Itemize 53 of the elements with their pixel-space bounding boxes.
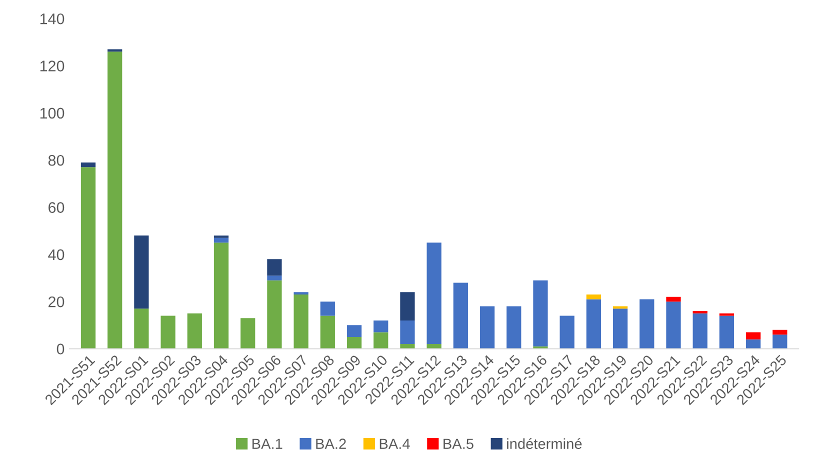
bar xyxy=(134,308,149,349)
bar xyxy=(214,242,229,349)
legend-label: BA.4 xyxy=(380,438,410,449)
bar xyxy=(453,282,468,349)
y-tick-label: 40 xyxy=(48,249,64,260)
bar xyxy=(533,280,548,346)
bar xyxy=(612,308,628,349)
bar xyxy=(240,318,256,349)
bar xyxy=(80,162,96,168)
bar xyxy=(400,320,415,344)
bar xyxy=(586,294,601,300)
y-tick-label: 60 xyxy=(48,202,64,213)
bar xyxy=(267,276,282,280)
bar xyxy=(294,292,308,295)
bar xyxy=(267,280,282,349)
bar xyxy=(666,296,681,302)
bar xyxy=(80,167,96,349)
bar xyxy=(346,336,362,349)
bar xyxy=(294,294,308,349)
bar xyxy=(506,306,522,349)
bar xyxy=(400,292,415,320)
bar xyxy=(346,325,362,337)
y-tick-label: 20 xyxy=(48,296,64,308)
bar xyxy=(692,313,708,349)
bar xyxy=(426,242,442,344)
bar xyxy=(320,316,335,349)
bar xyxy=(666,302,681,349)
bar xyxy=(374,332,388,349)
bar xyxy=(160,316,176,349)
legend-label: BA.2 xyxy=(316,438,346,449)
bar xyxy=(640,299,654,349)
bar xyxy=(320,302,335,316)
bar xyxy=(772,334,788,349)
bar xyxy=(134,236,149,309)
bar xyxy=(267,259,282,276)
legend-label: indéterminé xyxy=(507,438,582,449)
legend-label: BA.5 xyxy=(444,438,474,449)
bar xyxy=(374,320,388,332)
bar xyxy=(746,332,761,340)
legend-label: BA.1 xyxy=(252,438,282,449)
bar xyxy=(719,316,734,349)
y-tick-label: 140 xyxy=(40,13,64,24)
bar xyxy=(214,238,229,243)
bar xyxy=(480,306,495,349)
bar xyxy=(108,52,122,349)
y-tick-label: 100 xyxy=(40,108,64,119)
y-tick-label: 0 xyxy=(56,344,64,354)
bar xyxy=(187,313,202,349)
y-tick-label: 120 xyxy=(40,60,64,72)
bar xyxy=(586,299,601,349)
y-tick-label: 80 xyxy=(48,154,64,166)
bar xyxy=(772,330,788,335)
bar xyxy=(560,316,574,349)
